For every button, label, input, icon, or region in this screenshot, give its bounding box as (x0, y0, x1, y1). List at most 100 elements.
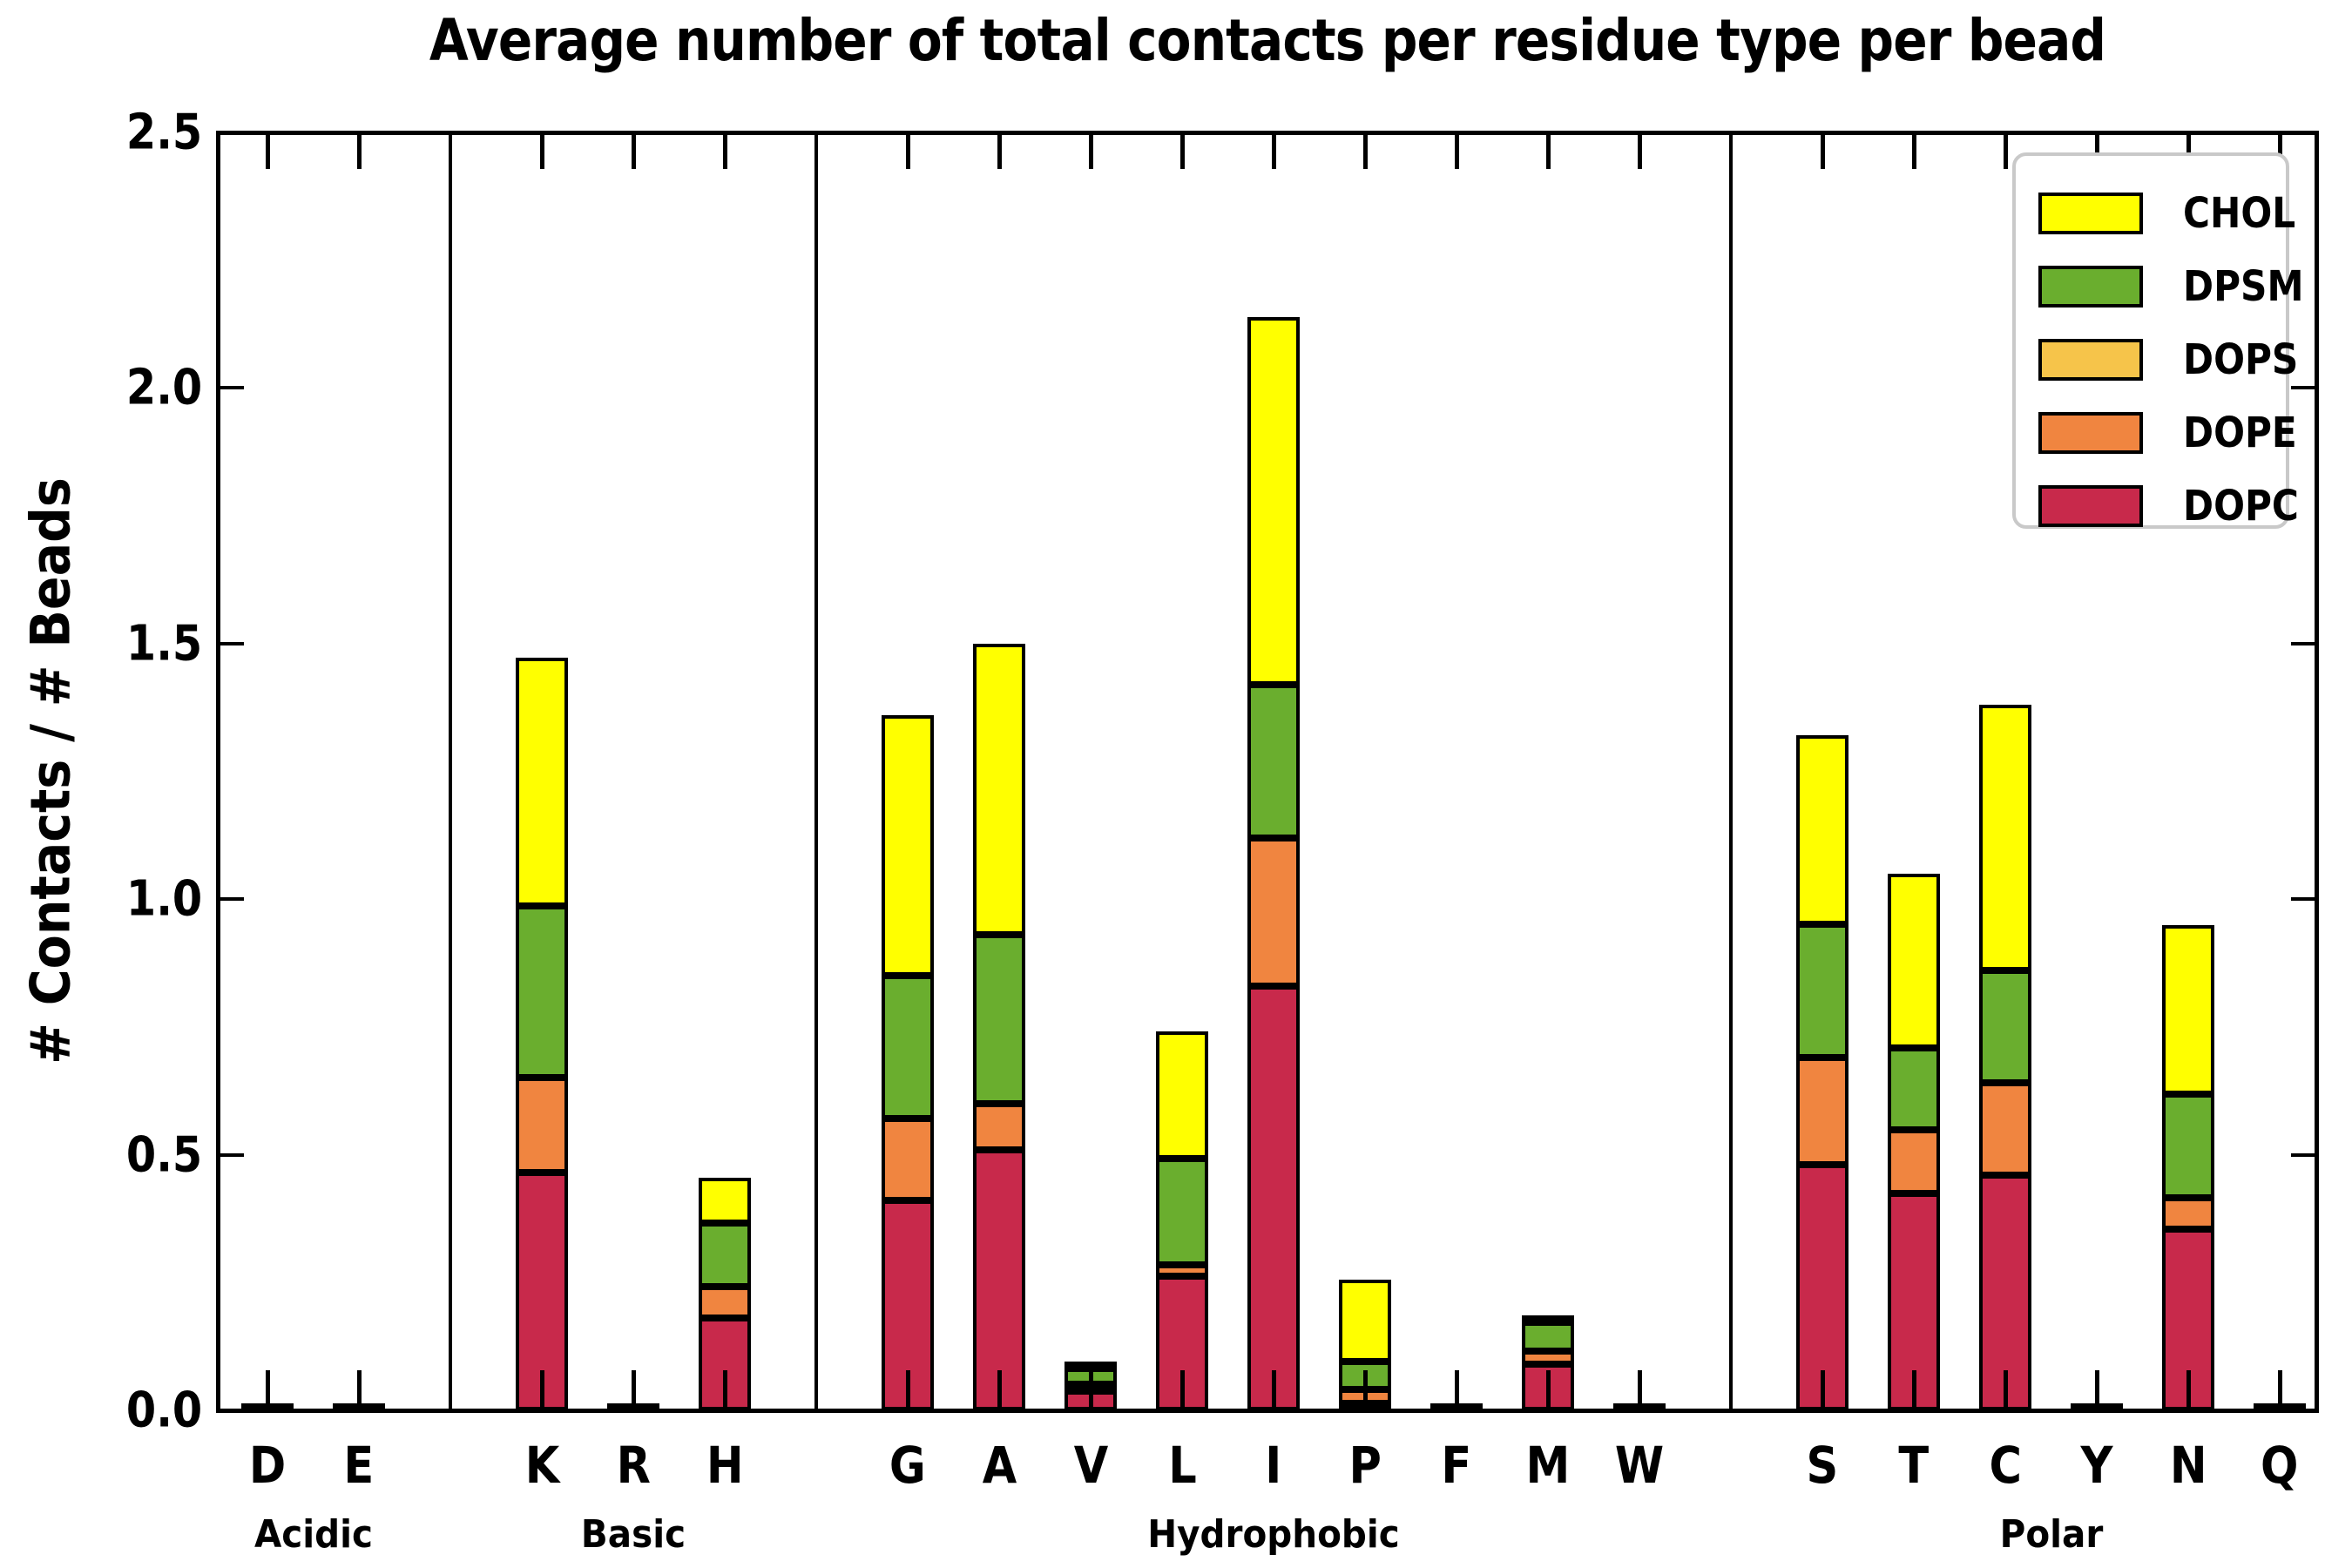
bar-segment-G-CHOL (882, 715, 934, 976)
legend-label-DOPC: DOPC (2183, 482, 2299, 531)
x-tick-bottom-N (2186, 1370, 2191, 1410)
group-separator (814, 132, 818, 1410)
legend-label-CHOL: CHOL (2183, 189, 2296, 238)
bar-segment-A-DOPE (973, 1104, 1025, 1150)
x-tick-top-A (997, 132, 1002, 169)
x-tick-top-Y (2095, 132, 2099, 169)
y-tick-text: 1.0 (125, 870, 202, 928)
bar-segment-H-CHOL (699, 1178, 751, 1223)
x-tick-label-H: H (677, 1436, 773, 1495)
x-tick-top-E (357, 132, 362, 169)
x-tick-text: P (1348, 1436, 1382, 1495)
bar-segment-C-CHOL (1979, 705, 2031, 970)
x-tick-text: A (982, 1436, 1017, 1495)
legend-swatch-DOPC (2038, 485, 2143, 527)
bar-segment-I-DOPC (1247, 986, 1300, 1410)
y-axis-label: # Contacts / # Beads (18, 477, 83, 1064)
y-tick-label-0.5: 0.5 (71, 1126, 202, 1183)
x-tick-top-L (1180, 132, 1185, 169)
x-tick-text: E (343, 1436, 375, 1495)
bar-segment-P-CHOL (1339, 1280, 1391, 1362)
x-tick-bottom-S (1821, 1370, 1825, 1410)
x-tick-top-G (906, 132, 910, 169)
bar-segment-S-DPSM (1796, 924, 1848, 1058)
group-separator (449, 132, 452, 1410)
x-tick-text: T (1898, 1436, 1930, 1495)
x-tick-top-S (1821, 132, 1825, 169)
bar-segment-H-DPSM (699, 1223, 751, 1287)
x-tick-bottom-R (632, 1370, 636, 1410)
x-tick-text: C (1989, 1436, 2022, 1495)
y-tick-right (2291, 386, 2317, 390)
y-tick-label-2.0: 2.0 (71, 360, 202, 416)
y-tick-text: 0.0 (125, 1382, 202, 1439)
x-tick-bottom-D (266, 1370, 270, 1410)
chart-title: Average number of total contacts per res… (429, 7, 2106, 74)
y-tick-right (2291, 897, 2317, 902)
bar-segment-K-CHOL (516, 658, 568, 906)
legend-swatch-DOPE (2038, 412, 2143, 454)
x-tick-bottom-H (723, 1370, 727, 1410)
bar-segment-G-DOPE (882, 1119, 934, 1200)
x-tick-top-P (1363, 132, 1368, 169)
x-tick-label-P: P (1317, 1436, 1413, 1495)
x-tick-label-F: F (1409, 1436, 1504, 1495)
legend-swatch-DPSM (2038, 266, 2143, 308)
bar-segment-K-DPSM (516, 906, 568, 1078)
x-tick-text: S (1806, 1436, 1839, 1495)
y-tick-text: 1.5 (125, 615, 202, 672)
bar-segment-L-DOPE (1156, 1265, 1208, 1276)
bar-segment-T-DOPE (1888, 1130, 1940, 1193)
y-tick-right (2291, 131, 2317, 134)
group-label-Basic: Basic (580, 1512, 686, 1557)
x-tick-label-R: R (585, 1436, 681, 1495)
bar-segment-T-CHOL (1888, 874, 1940, 1048)
x-tick-bottom-T (1912, 1370, 1916, 1410)
bar-segment-M-DOPE (1522, 1351, 1574, 1364)
x-tick-top-W (1638, 132, 1642, 169)
x-tick-text: L (1167, 1436, 1197, 1495)
x-tick-label-M: M (1500, 1436, 1596, 1495)
right-spine (2315, 131, 2319, 1413)
top-spine (216, 131, 2319, 135)
x-tick-bottom-A (997, 1370, 1002, 1410)
y-tick-text: 0.5 (125, 1126, 202, 1184)
x-tick-text: G (889, 1436, 926, 1495)
x-tick-label-V: V (1043, 1436, 1139, 1495)
bar-segment-I-DPSM (1247, 685, 1300, 838)
y-tick-right (2291, 641, 2317, 645)
x-tick-text: D (248, 1436, 287, 1495)
legend-item-DOPE: DOPE (2038, 396, 2297, 470)
bar-segment-A-DPSM (973, 935, 1025, 1104)
x-tick-label-I: I (1226, 1436, 1321, 1495)
y-tick-left (218, 131, 244, 134)
x-tick-bottom-G (906, 1370, 910, 1410)
bar-segment-C-DOPE (1979, 1083, 2031, 1175)
legend-label-DPSM: DPSM (2183, 262, 2304, 311)
x-tick-top-N (2186, 132, 2191, 169)
x-tick-bottom-W (1638, 1370, 1642, 1410)
x-tick-label-Y: Y (2049, 1436, 2145, 1495)
x-tick-bottom-E (357, 1370, 362, 1410)
y-tick-left (218, 386, 244, 390)
left-spine (216, 131, 220, 1413)
x-tick-label-C: C (1957, 1436, 2053, 1495)
x-tick-label-T: T (1866, 1436, 1962, 1495)
x-tick-bottom-M (1546, 1370, 1551, 1410)
x-tick-text: W (1614, 1436, 1665, 1495)
y-tick-right (2291, 1152, 2317, 1157)
bottom-spine (216, 1409, 2319, 1413)
x-tick-label-L: L (1134, 1436, 1230, 1495)
y-tick-label-1.5: 1.5 (71, 615, 202, 672)
legend-item-DOPS: DOPS (2038, 323, 2298, 396)
x-tick-top-Q (2278, 132, 2282, 169)
x-tick-text: R (616, 1436, 651, 1495)
x-tick-bottom-Y (2095, 1370, 2099, 1410)
x-tick-bottom-C (2004, 1370, 2008, 1410)
legend-label-DOPS: DOPS (2183, 335, 2299, 384)
x-tick-label-G: G (860, 1436, 956, 1495)
x-tick-text: I (1265, 1436, 1282, 1495)
bar-segment-K-DOPE (516, 1078, 568, 1173)
group-separator (1729, 132, 1733, 1410)
